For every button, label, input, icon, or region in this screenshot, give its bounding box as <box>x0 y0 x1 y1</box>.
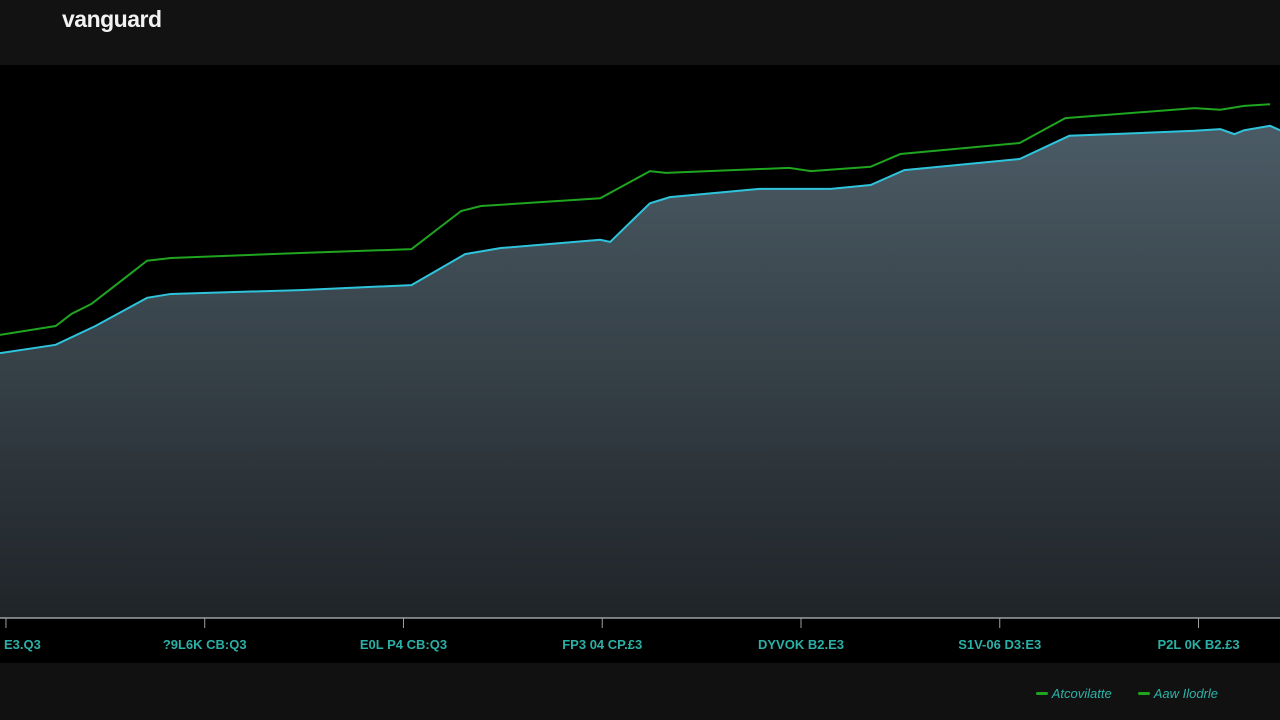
x-tick-label-2: E0L P4 CB:Q3 <box>360 637 447 652</box>
x-tick-label-3: FP3 04 CP.£3 <box>562 637 642 652</box>
legend-item-2[interactable]: Aaw Ilodrle <box>1137 686 1218 701</box>
x-tick-label-0: E3.Q3 <box>4 637 41 652</box>
legend-item-1[interactable]: Atcovilatte <box>1035 686 1112 701</box>
legend-swatch-1 <box>1035 692 1048 695</box>
legend-label-1: Atcovilatte <box>1051 686 1112 701</box>
x-tick-label-6: P2L 0K B2.£3 <box>1157 637 1239 652</box>
area-line-chart: E3.Q3 ?9L6K CB:Q3 E0L P4 CB:Q3 FP3 04 CP.£3… <box>0 65 1280 663</box>
app-header: vanguard <box>0 0 1280 65</box>
app-title: vanguard <box>62 6 162 32</box>
series-line-2 <box>0 124 1280 355</box>
x-tick-label-5: S1V-06 D3:E3 <box>958 637 1041 652</box>
series-area-2 <box>0 125 1280 618</box>
series-line-1 <box>0 103 1271 336</box>
legend-label-2: Aaw Ilodrle <box>1153 686 1218 701</box>
legend-swatch-2 <box>1137 692 1150 695</box>
x-tick-label-1: ?9L6K CB:Q3 <box>163 637 247 652</box>
legend: Atcovilatte Aaw Ilodrle <box>1035 686 1218 701</box>
x-tick-label-4: DYVOK B2.E3 <box>758 637 844 652</box>
